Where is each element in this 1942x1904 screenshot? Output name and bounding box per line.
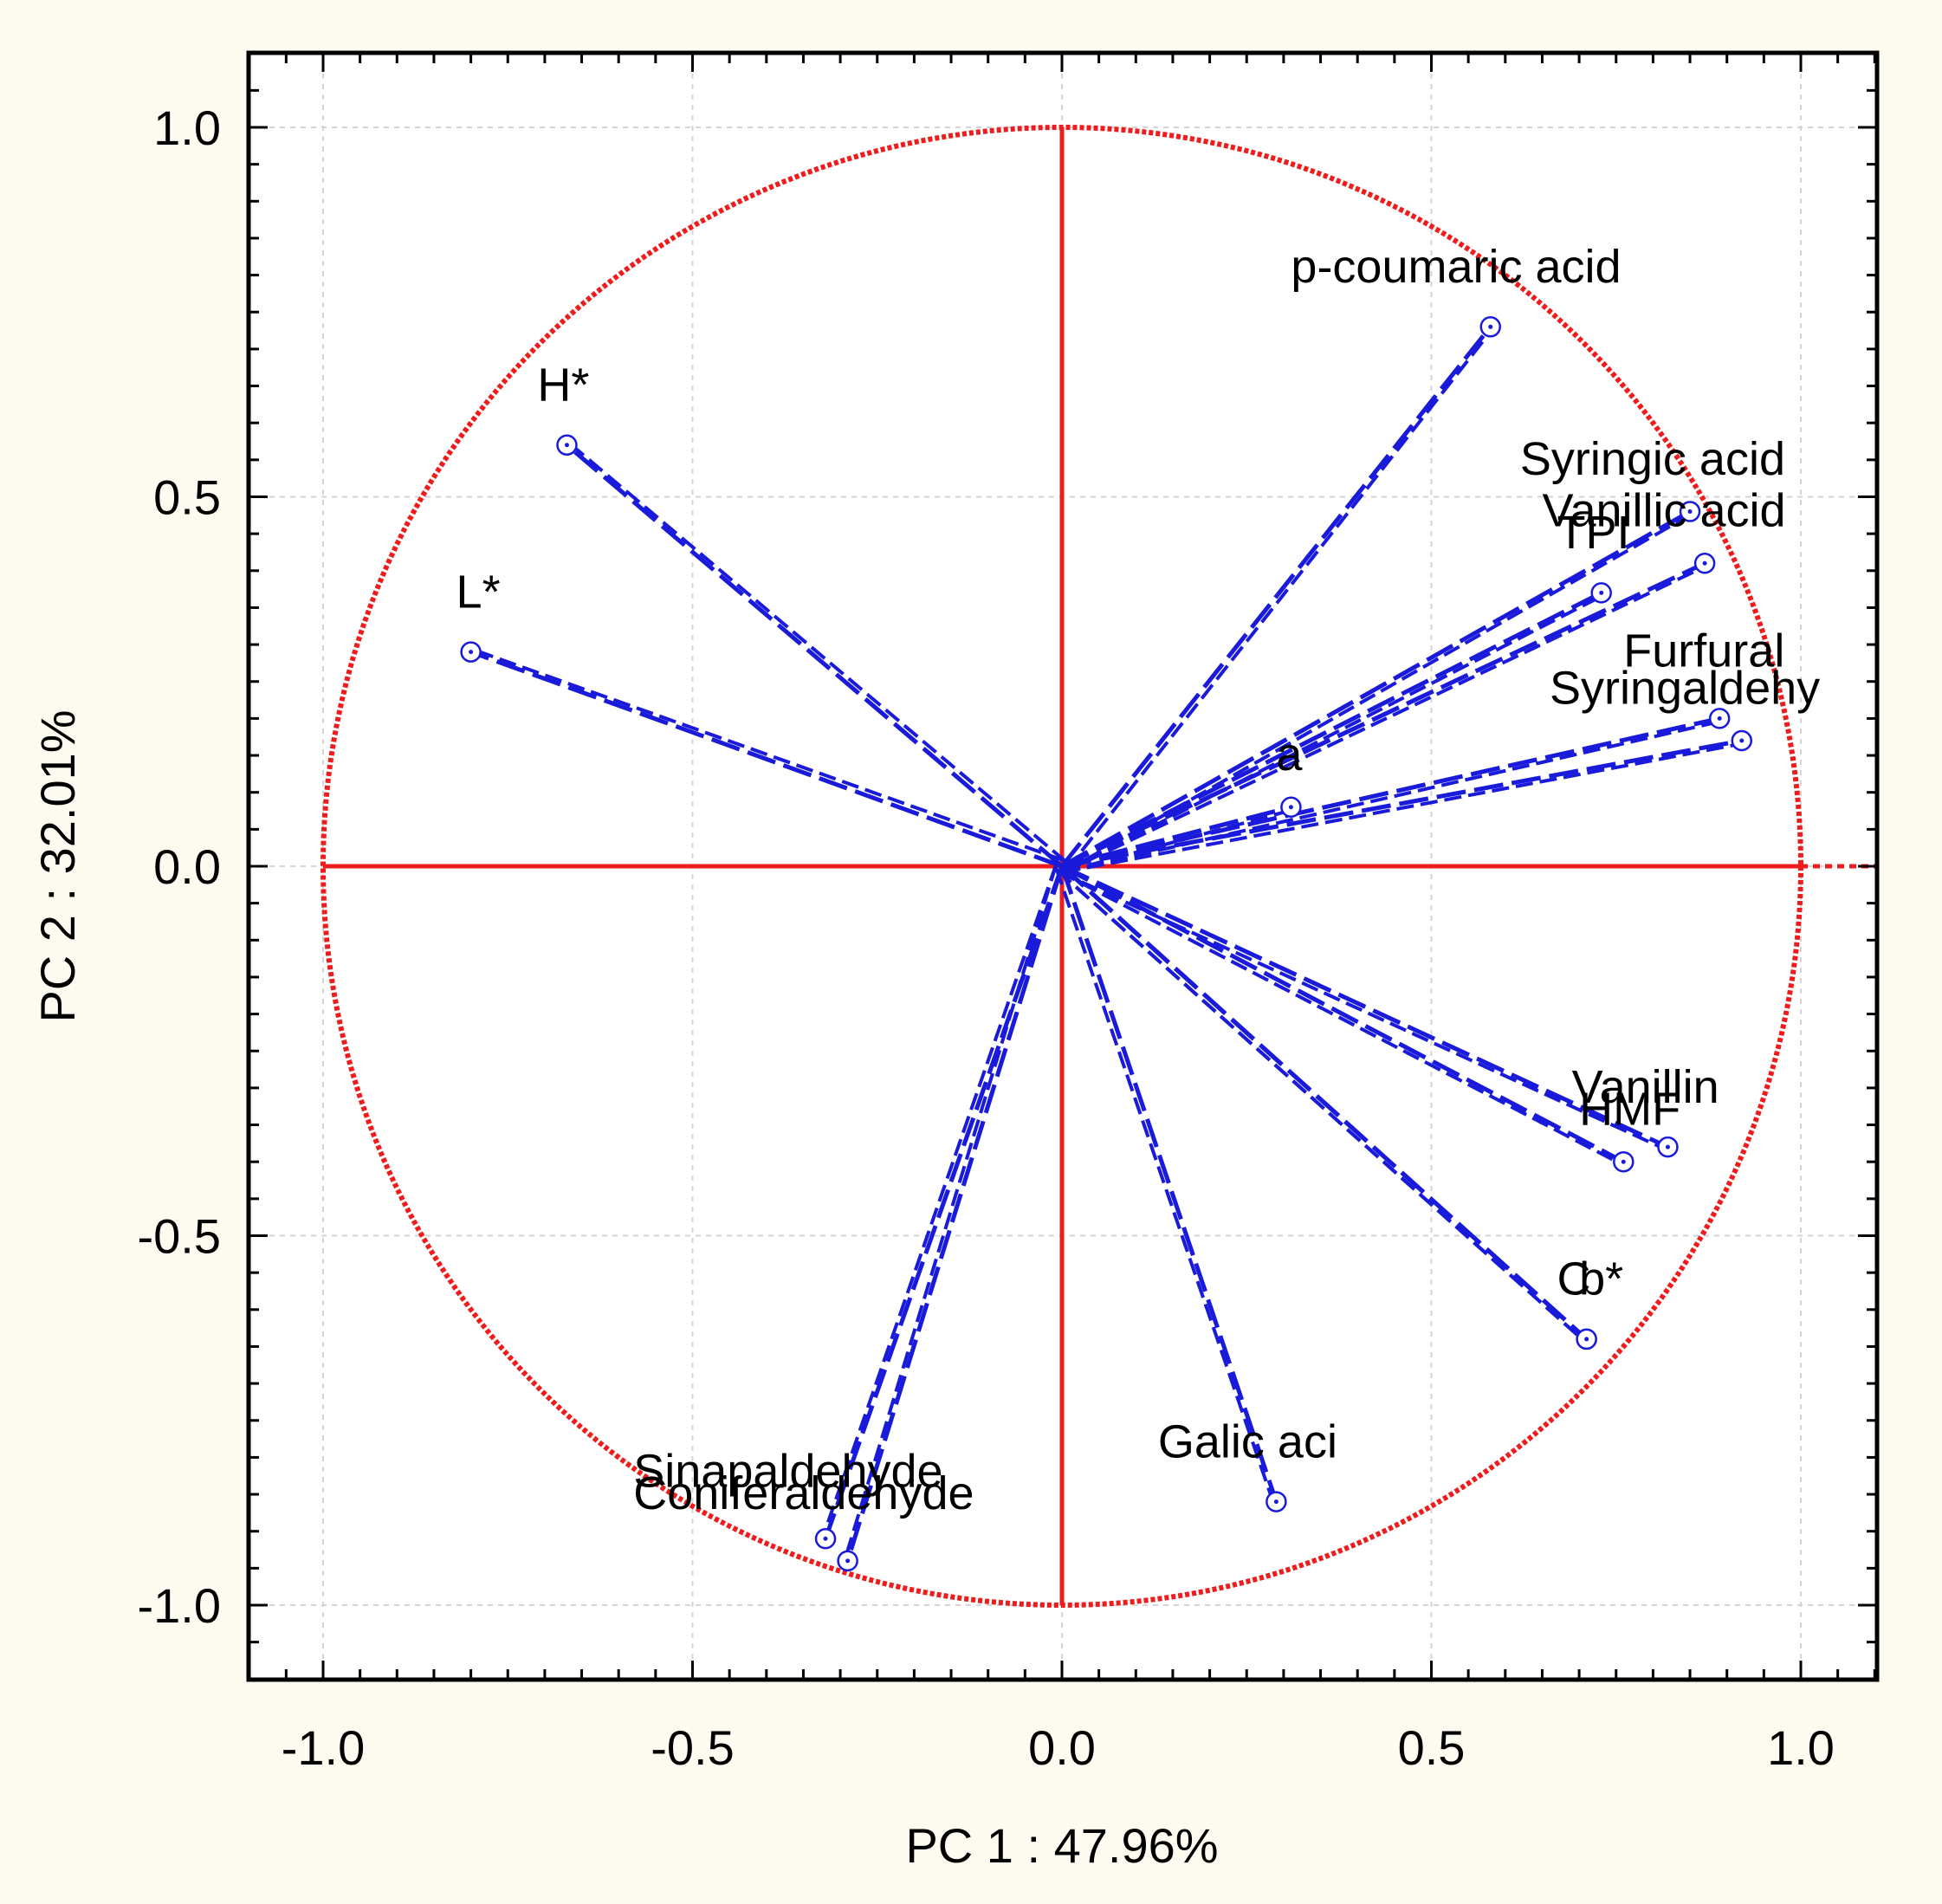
vector-line-secondary-4 xyxy=(1064,564,1707,874)
vector-5 xyxy=(1060,582,1612,874)
vector-14 xyxy=(814,864,1065,1550)
vector-line-secondary-8 xyxy=(1063,808,1292,874)
vector-endpoint-dot-15 xyxy=(845,1558,851,1564)
vector-endpoint-dot-6 xyxy=(1717,716,1722,721)
y-tick-label-1: 0.5 xyxy=(153,470,221,525)
variable-label-15: Coniferaldehyde xyxy=(633,1467,974,1519)
vector-15 xyxy=(837,864,1065,1572)
vector-8 xyxy=(1061,796,1302,874)
vector-12 xyxy=(1056,865,1597,1350)
vector-3 xyxy=(1060,501,1701,873)
x-axis-title: PC 1 : 47.96% xyxy=(905,1818,1218,1873)
vector-line-8 xyxy=(1061,805,1292,869)
vector-line-1 xyxy=(565,443,1064,868)
vector-10 xyxy=(1058,864,1635,1173)
variable-labels: p-coumaric acid H* L* Syringic acidVanillic… xyxy=(456,241,1821,1519)
vector-2 xyxy=(460,641,1065,869)
variable-label-14: Sinapaldehyde xyxy=(633,1446,942,1498)
vector-line-7 xyxy=(1061,738,1743,869)
variable-label-7: Syringaldehy xyxy=(1550,662,1820,714)
vector-endpoint-dot-2 xyxy=(469,650,474,655)
vector-endpoint-dot-8 xyxy=(1288,805,1293,810)
vector-line-13 xyxy=(1059,865,1278,1503)
vector-line-5 xyxy=(1060,591,1602,869)
vector-0 xyxy=(1060,316,1501,871)
variable-label-6: Furfural xyxy=(1623,625,1784,677)
vector-line-15 xyxy=(845,865,1065,1562)
vector-endpoint-dot-1 xyxy=(564,443,569,448)
vector-line-secondary-1 xyxy=(567,441,1067,864)
vector-endpoint-dot-12 xyxy=(1584,1337,1589,1342)
x-tick-label-4: 1.0 xyxy=(1767,1720,1835,1775)
vector-endpoint-dot-0 xyxy=(1488,324,1493,329)
variable-label-0: p-coumaric acid xyxy=(1291,241,1621,293)
vector-1 xyxy=(556,434,1067,868)
variable-label-2: L* xyxy=(456,566,501,618)
vector-line-secondary-7 xyxy=(1062,742,1743,874)
y-tick-label-0: 1.0 xyxy=(153,100,221,155)
vector-line-secondary-13 xyxy=(1054,867,1275,1504)
vector-7 xyxy=(1061,729,1753,874)
variable-label-11: C xyxy=(1557,1253,1591,1305)
vector-line-14 xyxy=(823,865,1065,1540)
vector-endpoint-dot-4 xyxy=(1702,560,1707,566)
vector-endpoint-dot-3 xyxy=(1687,509,1693,515)
variable-label-12: b* xyxy=(1579,1253,1623,1305)
y-tick-label-2: 0.0 xyxy=(153,839,221,894)
variable-label-5: TPI xyxy=(1557,507,1630,559)
variable-label-1: H* xyxy=(537,359,589,411)
y-tick-label-3: -0.5 xyxy=(138,1209,222,1264)
vector-endpoint-dot-14 xyxy=(823,1536,828,1541)
vector-line-secondary-2 xyxy=(471,647,1065,863)
variable-label-10: HMF xyxy=(1579,1084,1680,1136)
vector-line-secondary-14 xyxy=(820,864,1058,1538)
vector-line-secondary-6 xyxy=(1063,719,1721,874)
axis-ticks: -1.0 -0.5 0.0 0.5 1.0 1.0 0.5 0.0 -0.5 -1.0 xyxy=(138,52,1877,1775)
vector-line-12 xyxy=(1060,865,1589,1341)
variable-label-4: Vanillic acid xyxy=(1542,485,1785,537)
vector-line-secondary-10 xyxy=(1058,870,1623,1167)
vector-line-3 xyxy=(1060,509,1692,869)
vector-13 xyxy=(1054,865,1287,1512)
variable-label-3: Syringic acid xyxy=(1520,433,1785,485)
vector-endpoint-dot-7 xyxy=(1739,738,1745,743)
vector-line-6 xyxy=(1061,716,1720,869)
vector-line-2 xyxy=(469,650,1063,869)
vector-line-4 xyxy=(1060,561,1706,869)
x-tick-label-2: 0.0 xyxy=(1028,1720,1096,1775)
loading-vectors xyxy=(460,316,1753,1572)
x-tick-label-0: -1.0 xyxy=(282,1720,366,1775)
vector-endpoint-dot-10 xyxy=(1621,1159,1626,1164)
variable-label-13: Galic aci xyxy=(1158,1415,1337,1467)
x-tick-label-3: 0.5 xyxy=(1398,1720,1466,1775)
vector-endpoint-dot-5 xyxy=(1599,590,1604,595)
vector-line-secondary-5 xyxy=(1064,593,1604,874)
vector-line-secondary-9 xyxy=(1058,870,1667,1152)
variable-label-9: Vanillin xyxy=(1572,1061,1719,1113)
vector-9 xyxy=(1058,864,1679,1158)
vector-line-0 xyxy=(1060,325,1492,868)
vector-line-9 xyxy=(1060,864,1669,1150)
vector-line-10 xyxy=(1060,864,1625,1164)
x-tick-label-1: -0.5 xyxy=(651,1720,735,1775)
variable-label-8: a xyxy=(1276,729,1303,780)
vector-line-secondary-12 xyxy=(1056,869,1586,1344)
vector-endpoint-dot-9 xyxy=(1665,1144,1670,1150)
vector-6 xyxy=(1061,708,1731,874)
vector-4 xyxy=(1060,553,1716,874)
vector-endpoint-dot-13 xyxy=(1273,1499,1278,1505)
y-tick-label-4: -1.0 xyxy=(138,1578,222,1633)
vector-line-secondary-0 xyxy=(1065,327,1495,871)
y-axis-title: PC 2 : 32.01% xyxy=(30,709,85,1022)
